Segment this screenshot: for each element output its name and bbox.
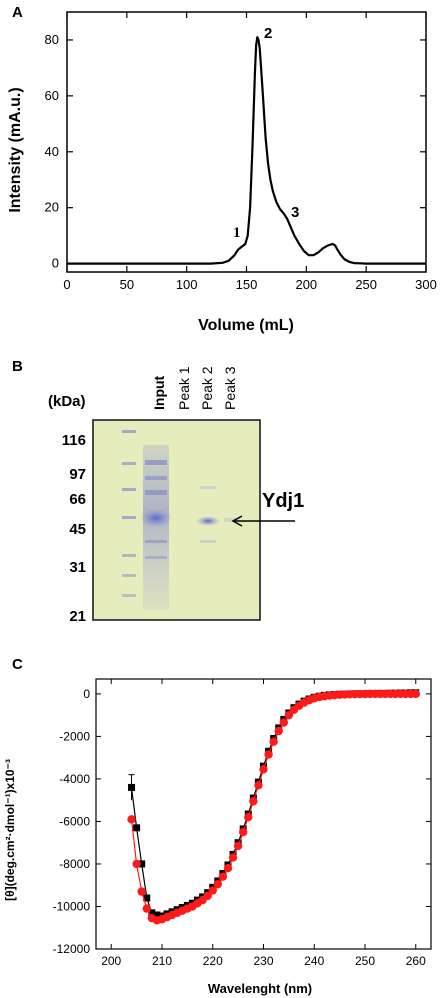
cd-series-2-point <box>269 737 278 746</box>
band-arrow <box>231 515 295 527</box>
cd-series-2-point <box>142 904 151 913</box>
cd-series-1-point <box>128 783 136 791</box>
cd-series-1-point <box>143 894 151 902</box>
cd-series-2-point <box>223 864 233 873</box>
cd-series-2-point <box>249 797 258 806</box>
panel-label-c: C <box>12 656 23 673</box>
chromatogram-y-tick-label: 40 <box>45 144 59 159</box>
chromatogram-x-axis-label: Volume (mL) <box>198 317 294 334</box>
chromatogram-x-tick-label: 300 <box>415 277 437 292</box>
cd-x-tick-label: 240 <box>304 954 324 968</box>
cd-y-tick-label: -8000 <box>59 857 90 871</box>
cd-series-2-point <box>244 812 253 822</box>
cd-y-tick-label: 0 <box>83 687 90 701</box>
gel-marker-116: 116 <box>62 432 86 449</box>
cd-y-tick-label: -10000 <box>53 899 91 913</box>
panel-label-b: B <box>12 358 23 375</box>
chromatogram-y-tick-label: 60 <box>45 88 59 103</box>
gel-image <box>92 419 261 621</box>
gel-lane-label-peak-2: Peak 2 <box>199 366 215 410</box>
cd-y-tick-label: -4000 <box>59 772 90 786</box>
cd-series-2-line <box>130 693 416 921</box>
gel-lane-label-peak-3: Peak 3 <box>222 366 238 410</box>
gel-kda-label: (kDa) <box>48 393 86 410</box>
cd-series-2-point <box>203 891 212 901</box>
chromatogram-chart: 0 50 100 150 200 250 300 0 20 40 60 80 1 2 3 Volume… <box>7 11 437 334</box>
panel-label-a: A <box>12 4 23 21</box>
cd-x-tick-label: 230 <box>253 954 273 968</box>
cd-spectrum-chart: 200 210 220 230 240 250 260 0 -2000 -4000 -6000 -80… <box>3 678 432 996</box>
cd-series-2-point <box>254 781 263 790</box>
gel-marker-66: 66 <box>69 491 86 508</box>
chromatogram-x-tick-label: 200 <box>295 277 317 292</box>
chromatogram-x-tick-label: 100 <box>176 277 198 292</box>
cd-series-2-point <box>218 872 228 881</box>
cd-y-tick-label: -2000 <box>59 729 90 743</box>
cd-series-1-point <box>138 860 146 868</box>
cd-y-tick-label: -12000 <box>53 942 91 956</box>
chromatogram-y-tick-label: 0 <box>52 256 59 271</box>
cd-series-2-point <box>233 841 243 851</box>
cd-series-2-point <box>264 750 273 759</box>
cd-x-tick-label: 260 <box>406 954 426 968</box>
cd-series-2-point <box>228 853 238 862</box>
cd-series-2-point <box>274 726 283 736</box>
cd-series-1-line <box>130 692 416 917</box>
chromatogram-x-tick-label: 50 <box>120 277 134 292</box>
gel-band-label-ydj1: Ydj1 <box>262 490 304 512</box>
sds-page-gel-figure: (kDa) 116 97 66 45 31 21 Input Peak 1 Pe… <box>48 366 304 625</box>
cd-series-2-point <box>238 827 248 837</box>
cd-x-tick-label: 210 <box>152 954 172 968</box>
gel-peak-2-lane <box>196 486 220 543</box>
cd-series-2-point <box>132 859 141 869</box>
chromatogram-peak-label-2: 2 <box>264 25 272 42</box>
gel-marker-31: 31 <box>69 559 86 576</box>
cd-x-axis-label: Wavelenght (nm) <box>208 981 312 996</box>
chromatogram-x-tick-label: 250 <box>355 277 377 292</box>
cd-series-1-point <box>148 909 156 917</box>
cd-series-2-point <box>213 879 223 889</box>
cd-series-2-point <box>208 886 217 895</box>
gel-marker-45: 45 <box>69 521 86 538</box>
cd-series-2-point <box>137 887 146 896</box>
cd-series-1-point <box>153 911 161 919</box>
cd-y-axis-label: [θ](deg.cm²·dmol⁻¹)x10⁻³ <box>3 759 17 901</box>
cd-series-2-point <box>411 689 420 699</box>
chromatogram-plot-frame <box>66 11 427 273</box>
chromatogram-peak-label-3: 3 <box>291 204 299 221</box>
gel-lane-label-input: Input <box>151 375 167 410</box>
chromatogram-x-tick-label: 150 <box>236 277 258 292</box>
cd-series-2-point <box>284 710 294 720</box>
cd-x-tick-label: 220 <box>203 954 223 968</box>
cd-x-tick-label: 250 <box>355 954 375 968</box>
chromatogram-peak-label-1: 1 <box>233 225 241 241</box>
cd-x-tick-label: 200 <box>101 954 121 968</box>
chromatogram-y-tick-label: 80 <box>45 32 59 47</box>
gel-peak-3-lane <box>224 518 240 522</box>
cd-series-2-point <box>259 765 268 774</box>
gel-ladder-lane <box>122 430 136 597</box>
chromatogram-trace-line <box>67 36 426 265</box>
gel-marker-21: 21 <box>69 608 86 625</box>
chromatogram-y-axis-label: Intensity (mA.u.) <box>7 87 24 212</box>
chromatogram-y-tick-label: 20 <box>45 200 59 215</box>
cd-series-2-point <box>279 718 289 727</box>
chromatogram-x-tick-label: 0 <box>63 277 70 292</box>
cd-y-tick-label: -6000 <box>59 814 90 828</box>
gel-marker-97: 97 <box>69 466 86 483</box>
cd-series-1-point <box>133 824 141 832</box>
gel-lane-label-peak-1: Peak 1 <box>176 366 192 410</box>
gel-input-lane <box>140 445 172 610</box>
cd-series-2-point <box>127 815 136 824</box>
